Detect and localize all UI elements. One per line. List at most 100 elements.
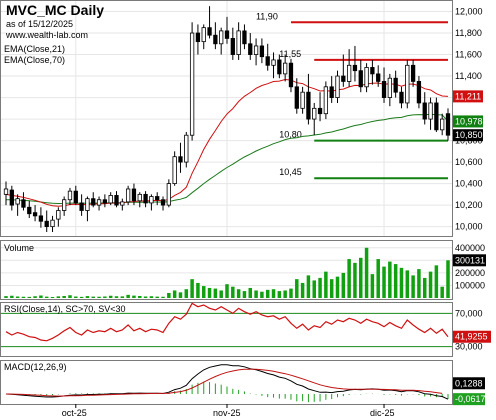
candle-body [131,188,137,202]
level-lines: 11,90 11,55 10,80 10,45 [256,11,448,180]
volume-pane[interactable]: 400000 300131 200000 100000 Volume [0,240,487,300]
candle-body [445,113,451,136]
candle-body [253,45,259,55]
x-axis: oct-25 nov-25 dic-25 [62,404,395,418]
macd-y-axis: 0,1288 -0,0617 [453,377,486,406]
volume-bar [364,247,369,298]
chart-title: MVC_MC Daily [6,2,104,18]
candle-body [370,67,375,75]
volume-bar [91,296,95,298]
price-marker-box [453,129,483,142]
legend-ema70: EMA(Close,70) [4,55,65,65]
candle-body [440,118,445,131]
candle-body [410,64,416,82]
volume-bar [428,271,433,298]
candle-body [102,199,108,204]
volume-bar [126,294,130,298]
volume-bar [289,288,293,298]
candle-body [428,102,433,120]
volume-bar [21,296,26,298]
candle-body [271,59,276,66]
price-tick-label: 10,000 [455,222,483,232]
volume-bar [138,295,142,298]
macd-pane[interactable]: 0,1288 -0,0617 MACD(12,26,9) [0,360,486,406]
candle-body [306,91,311,120]
volume-bar [33,296,37,298]
volume-bar [265,289,270,298]
watermark: www.wealth-lab.com [5,30,88,40]
candle-body [155,196,160,201]
volume-bar [39,295,43,298]
price-marker-label: 10,850 [455,130,483,140]
volume-bar [97,296,101,298]
candle-body [207,27,212,36]
price-tick-label: 11,800 [455,28,482,38]
candle-body [21,199,26,208]
candle-body [288,62,294,88]
volume-bar [62,295,66,298]
price-tick-label: 11,600 [455,50,482,60]
volume-bar [149,296,154,298]
volume-bar [335,276,340,298]
volume-tick-label: 400000 [455,243,485,253]
candle-body [189,32,195,136]
candle-body [73,190,78,204]
rsi-levels [1,312,452,348]
volume-marker-box [453,254,486,267]
candle-body [236,30,241,55]
as-of-date: as of 15/12/2025 [6,19,73,29]
volume-tick-label: 300131 [455,255,485,265]
volume-bar [254,290,258,298]
volume-bar [56,296,61,298]
price-tick-label: 10,400 [455,179,483,189]
candle-body [346,64,352,82]
candle-body [143,193,148,204]
volume-bar [184,289,189,298]
candle-body [219,30,224,45]
rsi-tick-label: 30,000 [455,342,483,352]
candle-body [67,190,73,201]
candle-body [317,107,323,115]
volume-bar [172,290,177,298]
macd-marker-box [453,377,485,390]
candle-body [259,45,265,58]
volume-bar [376,259,380,298]
volume-bar [417,269,421,298]
rsi-title: RSI(Close,14), SC>70, SV<30 [4,304,126,314]
candle-body [248,43,253,55]
price-marker-label: 11,211 [455,91,481,101]
price-pane[interactable]: 12,00011,80011,60011,40011,20011,00010,8… [0,0,484,237]
volume-bar [341,272,346,298]
volume-bar [440,286,444,298]
volume-title: Volume [4,243,34,253]
rsi-marker-box [453,330,491,343]
candle-body [277,59,282,75]
candle-body [56,210,61,220]
candle-body [172,156,177,185]
volume-bar [68,295,72,298]
volume-bar [161,296,165,298]
candle-body [96,199,102,206]
legend-ema21: EMA(Close,21) [4,44,65,54]
candle-body [387,77,392,98]
level-label: 11,90 [256,11,278,21]
rsi-tick-label: 70,000 [455,308,483,318]
volume-bar [213,288,218,298]
volume-bar [225,284,229,298]
candle-body [230,38,235,55]
volume-bar [27,296,32,298]
rsi-tick-label: 41,9255 [455,332,488,342]
candle-body [364,67,369,88]
candle-body [329,86,334,98]
macd-lines [5,364,449,400]
volume-bar [178,292,183,298]
candle-body [242,30,247,45]
volume-bar [248,287,253,298]
candle-body [376,73,381,82]
volume-bar [74,296,78,298]
candle-body [213,34,218,45]
volume-bar [329,279,334,298]
